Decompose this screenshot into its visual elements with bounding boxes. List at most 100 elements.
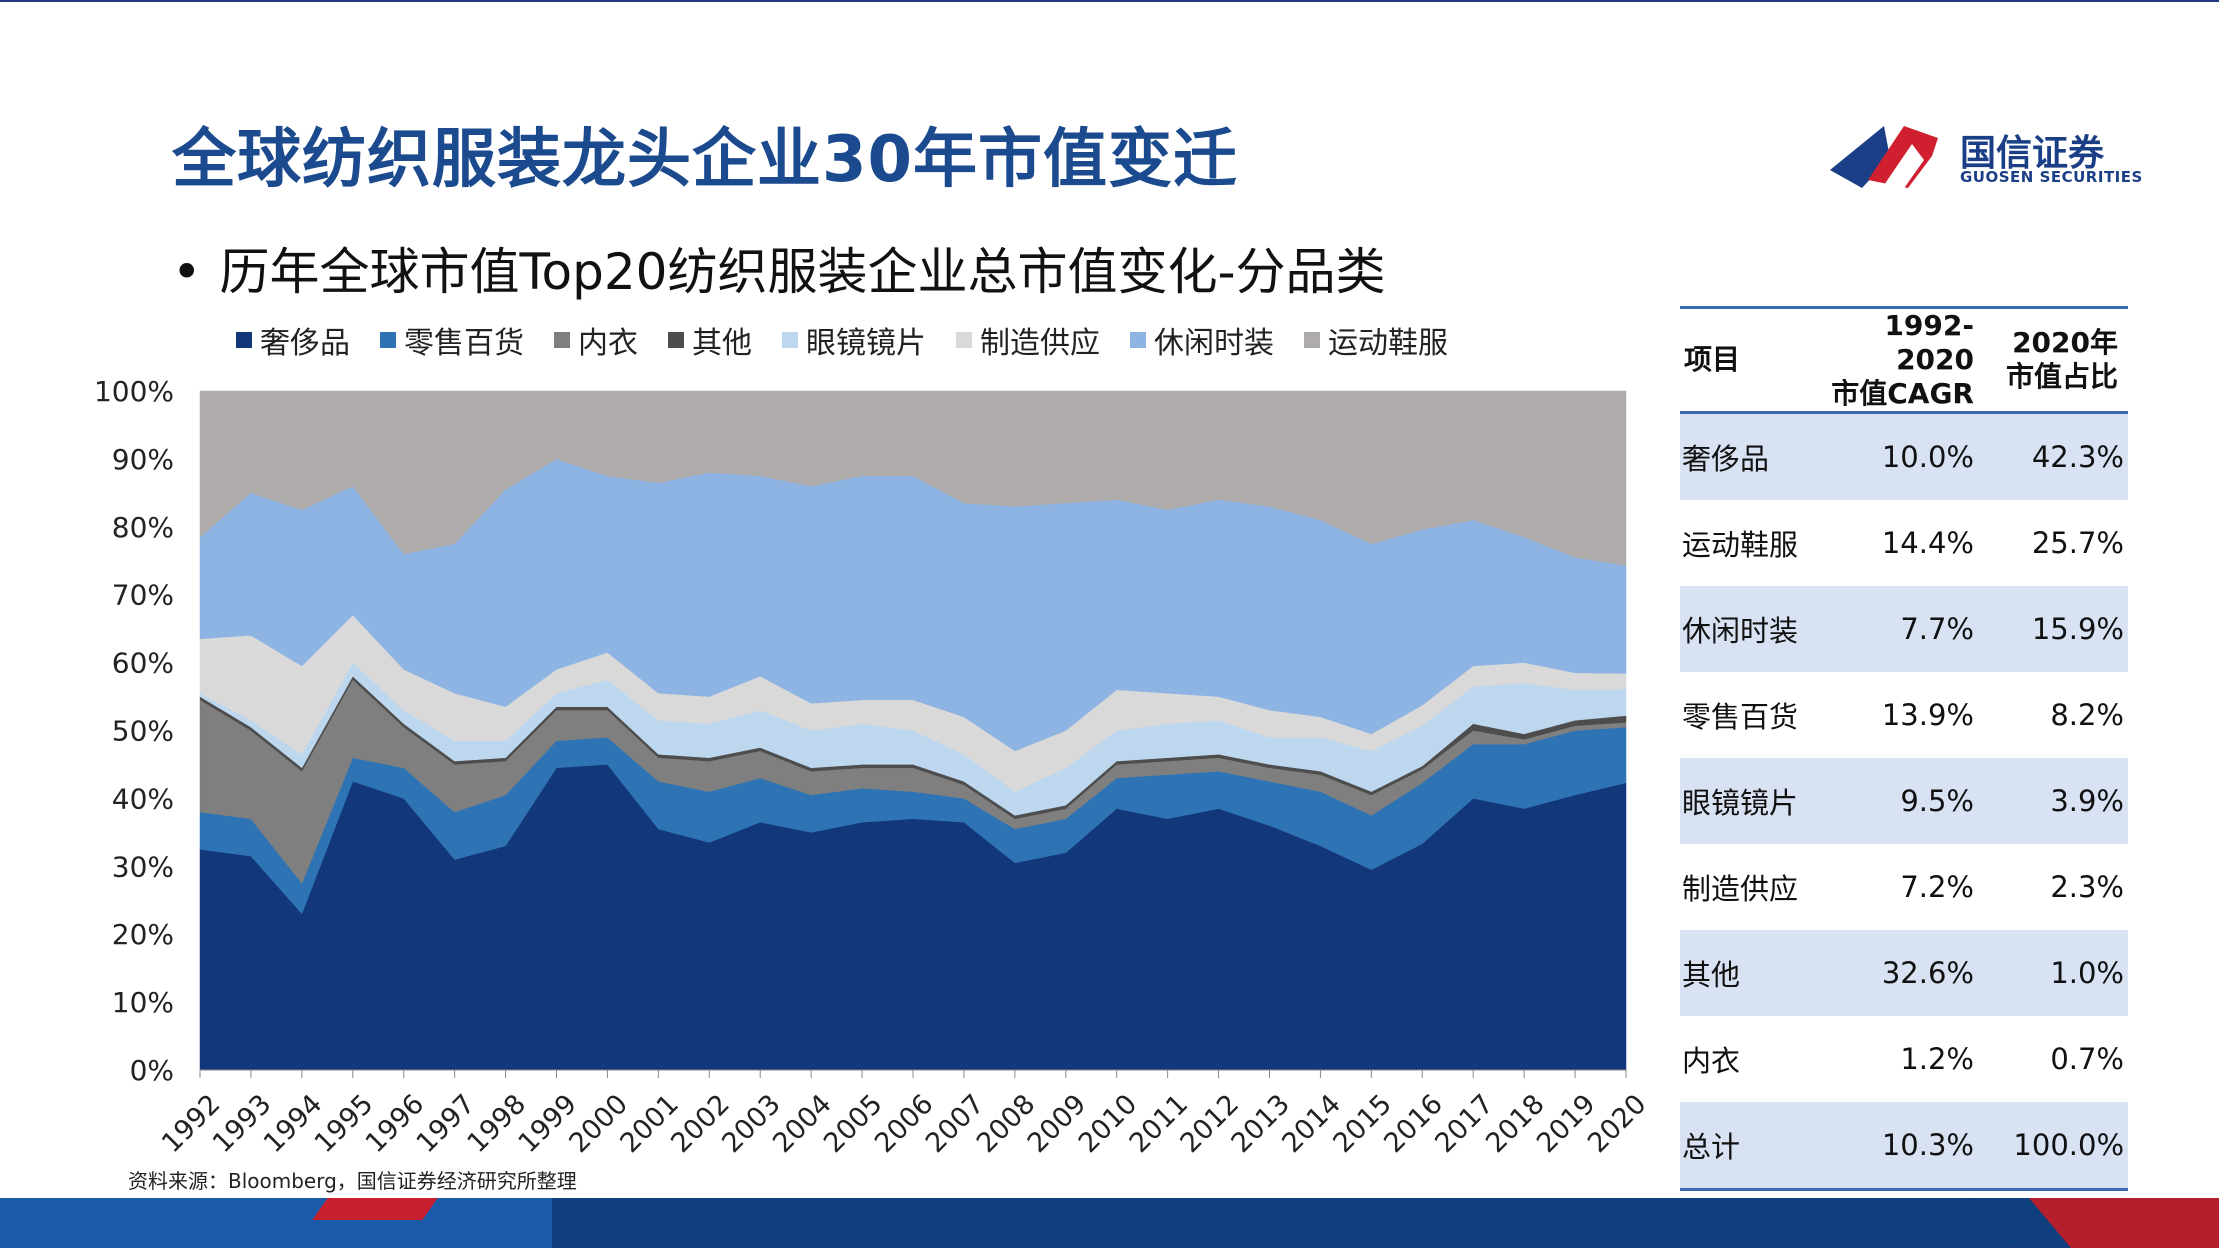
table-row: 制造供应 7.2% 2.3% bbox=[1680, 844, 2128, 930]
footer-band bbox=[0, 1198, 2219, 1248]
y-tick-label: 50% bbox=[112, 715, 174, 748]
table-header-row: 项目 1992-2020 市值CAGR 2020年 市值占比 bbox=[1680, 306, 2128, 414]
table-cell-share: 100.0% bbox=[1980, 1102, 2128, 1191]
table-cell-item: 运动鞋服 bbox=[1682, 528, 1799, 562]
table-cell-share: 2.3% bbox=[2050, 870, 2124, 904]
x-tick-label: 1995 bbox=[309, 1089, 380, 1160]
legend-swatch bbox=[1130, 332, 1146, 348]
table-row: 零售百货 13.9% 8.2% bbox=[1680, 672, 2128, 758]
table-cell-cagr: 13.9% bbox=[1881, 698, 1974, 732]
y-tick-label: 0% bbox=[130, 1054, 174, 1087]
legend-swatch bbox=[1304, 332, 1320, 348]
table-cell-cagr: 9.5% bbox=[1824, 758, 1980, 844]
table-cell-share: 42.3% bbox=[1980, 412, 2128, 500]
x-tick-label: 1996 bbox=[360, 1089, 431, 1160]
y-tick-label: 90% bbox=[112, 443, 174, 476]
y-tick-label: 70% bbox=[112, 579, 174, 612]
legend-item: 零售百货 bbox=[380, 318, 524, 362]
table-row: 运动鞋服 14.4% 25.7% bbox=[1680, 500, 2128, 586]
header-share: 2020年 市值占比 bbox=[1980, 306, 2128, 414]
table-cell-share: 25.7% bbox=[2031, 526, 2124, 560]
y-tick-label: 10% bbox=[112, 986, 174, 1019]
slide-title: 全球纺织服装龙头企业30年市值变迁 bbox=[172, 123, 1239, 197]
table-cell-cagr: 10.0% bbox=[1824, 412, 1980, 500]
logo-subtitle: GUOSEN SECURITIES bbox=[1960, 168, 2143, 186]
x-tick-label: 2011 bbox=[1124, 1089, 1195, 1160]
footer-accent-red bbox=[312, 1198, 438, 1220]
legend-label: 运动鞋服 bbox=[1328, 326, 1448, 361]
table-row: 休闲时装 7.7% 15.9% bbox=[1680, 586, 2128, 672]
legend-label: 零售百货 bbox=[404, 326, 524, 361]
y-tick-label: 20% bbox=[112, 918, 174, 951]
x-tick-label: 2005 bbox=[818, 1089, 889, 1160]
table-cell-share: 0.7% bbox=[2050, 1042, 2124, 1076]
x-tick-label: 2012 bbox=[1175, 1089, 1246, 1160]
cagr-table: 项目 1992-2020 市值CAGR 2020年 市值占比 奢侈品 10.0% 4… bbox=[1680, 306, 2128, 1191]
x-tick-label: 2007 bbox=[920, 1089, 991, 1160]
footer-band-left bbox=[0, 1198, 552, 1248]
legend-item: 其他 bbox=[668, 318, 752, 362]
subtitle-text: 历年全球市值Top20纺织服装企业总市值变化-分品类 bbox=[219, 243, 1386, 301]
y-tick-label: 60% bbox=[112, 647, 174, 680]
chart-subtitle: • 历年全球市值Top20纺织服装企业总市值变化-分品类 bbox=[172, 232, 1386, 304]
table-cell-share: 1.0% bbox=[1980, 930, 2128, 1016]
table-cell-item: 零售百货 bbox=[1682, 700, 1799, 734]
x-tick-label: 1998 bbox=[462, 1089, 533, 1160]
chart-legend: 奢侈品 零售百货 内衣 其他 眼镜镜片 制造供应 休闲时装 运动鞋服 bbox=[236, 318, 1478, 362]
y-tick-label: 100% bbox=[94, 375, 174, 408]
legend-item: 制造供应 bbox=[956, 318, 1100, 362]
x-tick-label: 2015 bbox=[1327, 1089, 1398, 1160]
legend-swatch bbox=[236, 332, 252, 348]
x-tick-label: 2003 bbox=[716, 1089, 787, 1160]
x-tick-label: 1992 bbox=[156, 1089, 227, 1160]
legend-item: 休闲时装 bbox=[1130, 318, 1274, 362]
x-tick-label: 2020 bbox=[1582, 1089, 1650, 1160]
x-tick-label: 2009 bbox=[1022, 1089, 1093, 1160]
legend-label: 制造供应 bbox=[980, 326, 1100, 361]
x-tick-label: 2010 bbox=[1073, 1089, 1144, 1160]
legend-swatch bbox=[782, 332, 798, 348]
x-tick-label: 2006 bbox=[869, 1089, 940, 1160]
x-tick-label: 2017 bbox=[1429, 1089, 1500, 1160]
table-cell-cagr: 1.2% bbox=[1900, 1042, 1974, 1076]
x-tick-label: 2004 bbox=[767, 1089, 838, 1160]
stacked-area-chart: 0%10%20%30%40%50%60%70%80%90%100%1992199… bbox=[94, 375, 1650, 1160]
table-cell-item: 制造供应 bbox=[1682, 872, 1799, 906]
header-item: 项目 bbox=[1680, 306, 1824, 414]
header-cagr: 1992-2020 市值CAGR bbox=[1824, 306, 1980, 414]
x-tick-label: 1993 bbox=[207, 1089, 278, 1160]
y-tick-label: 30% bbox=[112, 850, 174, 883]
x-tick-label: 1994 bbox=[258, 1089, 329, 1160]
legend-item: 内衣 bbox=[554, 318, 638, 362]
table-cell-item: 眼镜镜片 bbox=[1680, 758, 1824, 844]
table-row: 奢侈品 10.0% 42.3% bbox=[1680, 412, 2128, 500]
table-row: 总计 10.3% 100.0% bbox=[1680, 1102, 2128, 1191]
table-cell-share: 3.9% bbox=[1980, 758, 2128, 844]
table-cell-item: 总计 bbox=[1680, 1102, 1824, 1191]
x-tick-label: 1999 bbox=[513, 1089, 584, 1160]
top-rule bbox=[0, 0, 2219, 2]
source-note: 资料来源：Bloomberg，国信证券经济研究所整理 bbox=[128, 1169, 577, 1193]
legend-label: 内衣 bbox=[578, 326, 638, 361]
table-cell-cagr: 7.2% bbox=[1900, 870, 1974, 904]
legend-label: 奢侈品 bbox=[260, 326, 350, 361]
table-cell-item: 其他 bbox=[1680, 930, 1824, 1016]
x-tick-label: 1997 bbox=[411, 1089, 482, 1160]
table-row: 内衣 1.2% 0.7% bbox=[1680, 1016, 2128, 1102]
y-tick-label: 80% bbox=[112, 511, 174, 544]
table-cell-item: 休闲时装 bbox=[1680, 586, 1824, 672]
x-tick-label: 2000 bbox=[563, 1089, 634, 1160]
x-tick-label: 2016 bbox=[1378, 1089, 1449, 1160]
guosen-logo-icon bbox=[1830, 126, 1938, 194]
table-cell-cagr: 14.4% bbox=[1881, 526, 1974, 560]
x-tick-label: 2013 bbox=[1226, 1089, 1297, 1160]
legend-label: 其他 bbox=[692, 326, 752, 361]
x-tick-label: 2008 bbox=[971, 1089, 1042, 1160]
table-cell-cagr: 7.7% bbox=[1824, 586, 1980, 672]
x-tick-label: 2014 bbox=[1276, 1089, 1347, 1160]
table-row: 其他 32.6% 1.0% bbox=[1680, 930, 2128, 1016]
x-tick-label: 2019 bbox=[1531, 1089, 1602, 1160]
legend-swatch bbox=[668, 332, 684, 348]
table-cell-cagr: 10.3% bbox=[1824, 1102, 1980, 1191]
x-tick-label: 2002 bbox=[665, 1089, 736, 1160]
